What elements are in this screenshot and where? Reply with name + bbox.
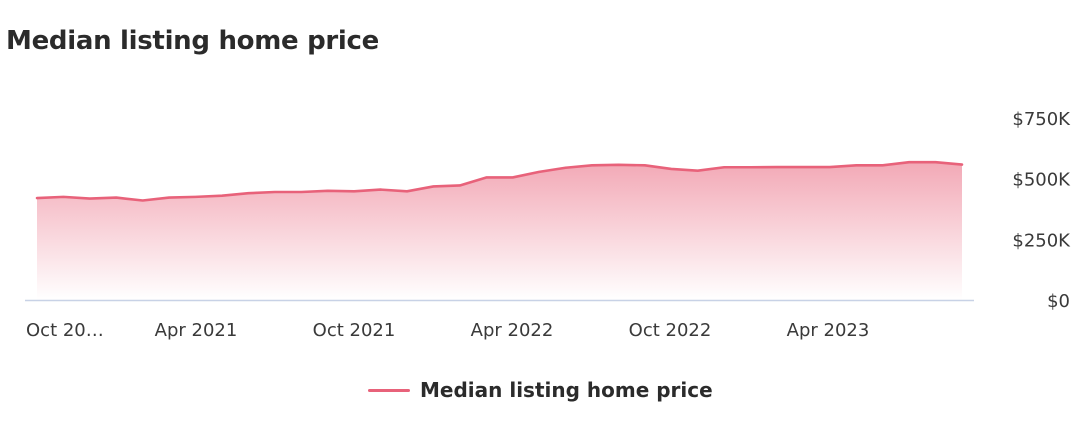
chart-title: Median listing home price [6, 26, 379, 56]
legend[interactable]: Median listing home price [368, 376, 713, 404]
series-line[interactable] [35, 160, 964, 202]
data-point[interactable] [642, 162, 648, 168]
x-tick-label: Oct 2022 [629, 320, 712, 341]
data-point[interactable] [589, 162, 595, 168]
data-point[interactable] [219, 193, 225, 199]
data-point[interactable] [113, 195, 119, 201]
data-point[interactable] [615, 162, 621, 168]
x-tick-label: Apr 2023 [787, 320, 870, 341]
data-point[interactable] [906, 159, 912, 165]
data-point[interactable] [245, 190, 251, 196]
data-point[interactable] [430, 183, 436, 189]
data-point[interactable] [695, 168, 701, 174]
data-point[interactable] [721, 164, 727, 170]
data-point[interactable] [483, 174, 489, 180]
data-point[interactable] [166, 195, 172, 201]
legend-swatch [368, 388, 410, 392]
line-layer [34, 159, 965, 204]
data-point[interactable] [959, 162, 965, 168]
data-point[interactable] [933, 159, 939, 165]
y-tick-label: $250K [1012, 230, 1071, 251]
legend-label: Median listing home price [420, 378, 713, 402]
data-point[interactable] [34, 195, 40, 201]
data-point[interactable] [272, 189, 278, 195]
data-point[interactable] [87, 196, 93, 202]
data-point[interactable] [60, 194, 66, 200]
data-point[interactable] [536, 169, 542, 175]
data-point[interactable] [193, 194, 199, 200]
data-point[interactable] [404, 188, 410, 194]
data-point[interactable] [325, 188, 331, 194]
series-area [37, 162, 962, 300]
data-point[interactable] [563, 165, 569, 171]
data-point[interactable] [140, 198, 146, 204]
data-point[interactable] [298, 189, 304, 195]
data-point[interactable] [880, 162, 886, 168]
data-point[interactable] [351, 188, 357, 194]
x-tick-label: Oct 2021 [313, 320, 396, 341]
data-point[interactable] [668, 166, 674, 172]
data-point[interactable] [800, 164, 806, 170]
data-point[interactable] [510, 174, 516, 180]
y-tick-label: $750K [1012, 109, 1071, 130]
x-tick-label: Apr 2021 [155, 320, 238, 341]
y-tick-label: $500K [1012, 170, 1071, 191]
x-axis-ticks: Oct 20… Apr 2021 Oct 2021 Apr 2022 Oct 2022 A… [26, 320, 869, 341]
data-point[interactable] [774, 164, 780, 170]
y-tick-label: $0 [1047, 291, 1070, 312]
x-tick-label: Apr 2022 [471, 320, 554, 341]
data-point[interactable] [827, 164, 833, 170]
x-tick-label: Oct 20… [26, 320, 104, 341]
area-layer [37, 162, 962, 300]
y-axis-ticks: $750K $500K $250K $0 [1012, 109, 1071, 312]
data-point[interactable] [457, 182, 463, 188]
data-point[interactable] [853, 162, 859, 168]
data-point[interactable] [748, 164, 754, 170]
data-point[interactable] [378, 187, 384, 193]
